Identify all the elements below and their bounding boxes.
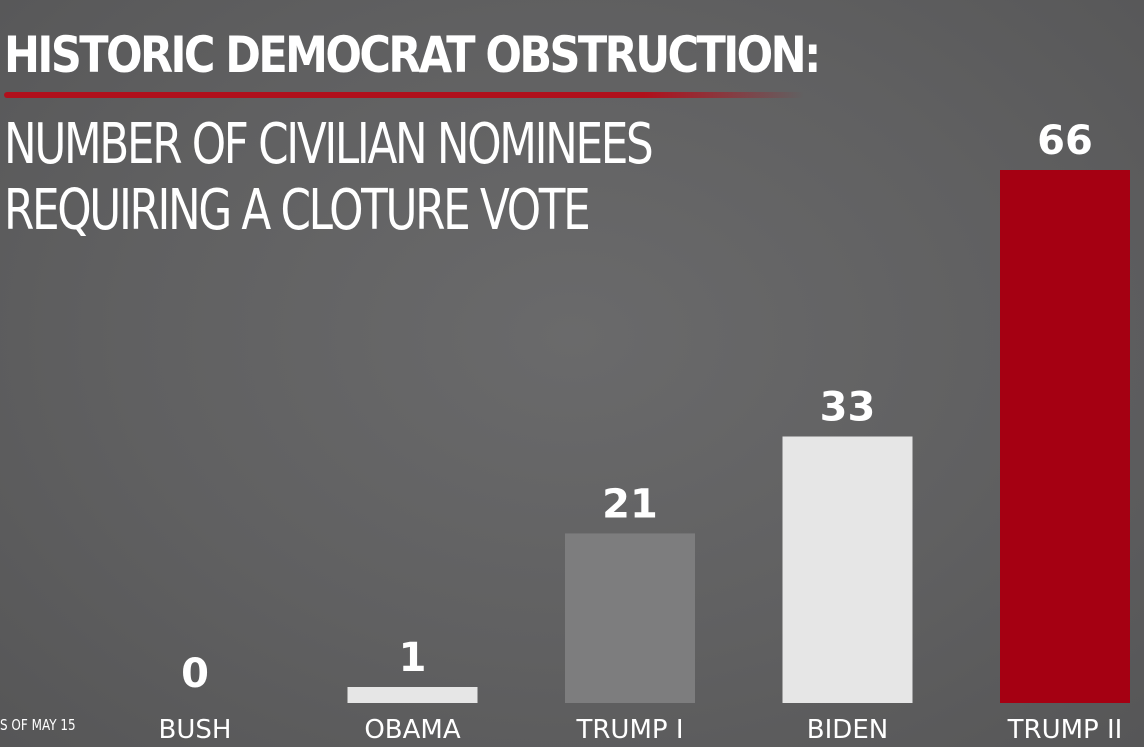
chart-subtitle: NUMBER OF CIVILIAN NOMINEES REQUIRING A … — [4, 112, 654, 244]
value-label-bush: 0 — [181, 651, 209, 697]
subtitle-line-1: NUMBER OF CIVILIAN NOMINEES — [4, 112, 654, 177]
category-label-bush: BUSH — [159, 715, 232, 745]
category-label-biden: BIDEN — [807, 715, 888, 745]
value-label-trump-i: 21 — [602, 481, 658, 527]
bar-trump-ii — [1000, 170, 1130, 703]
bar-biden — [782, 436, 913, 703]
category-label-trump-i: TRUMP I — [575, 715, 683, 745]
value-label-trump-ii: 66 — [1037, 118, 1093, 164]
category-label-trump-ii: TRUMP II — [1007, 715, 1123, 745]
category-label-obama: OBAMA — [364, 715, 461, 745]
value-label-biden: 33 — [820, 385, 876, 431]
footnote: S OF MAY 15 — [0, 716, 76, 734]
bar-trump-i — [565, 533, 695, 703]
bar-obama — [347, 687, 478, 703]
chart-title: HISTORIC DEMOCRAT OBSTRUCTION: — [4, 26, 821, 84]
title-underline — [4, 92, 804, 98]
subtitle-line-2: REQUIRING A CLOTURE VOTE — [4, 178, 591, 243]
value-label-obama: 1 — [399, 635, 427, 681]
